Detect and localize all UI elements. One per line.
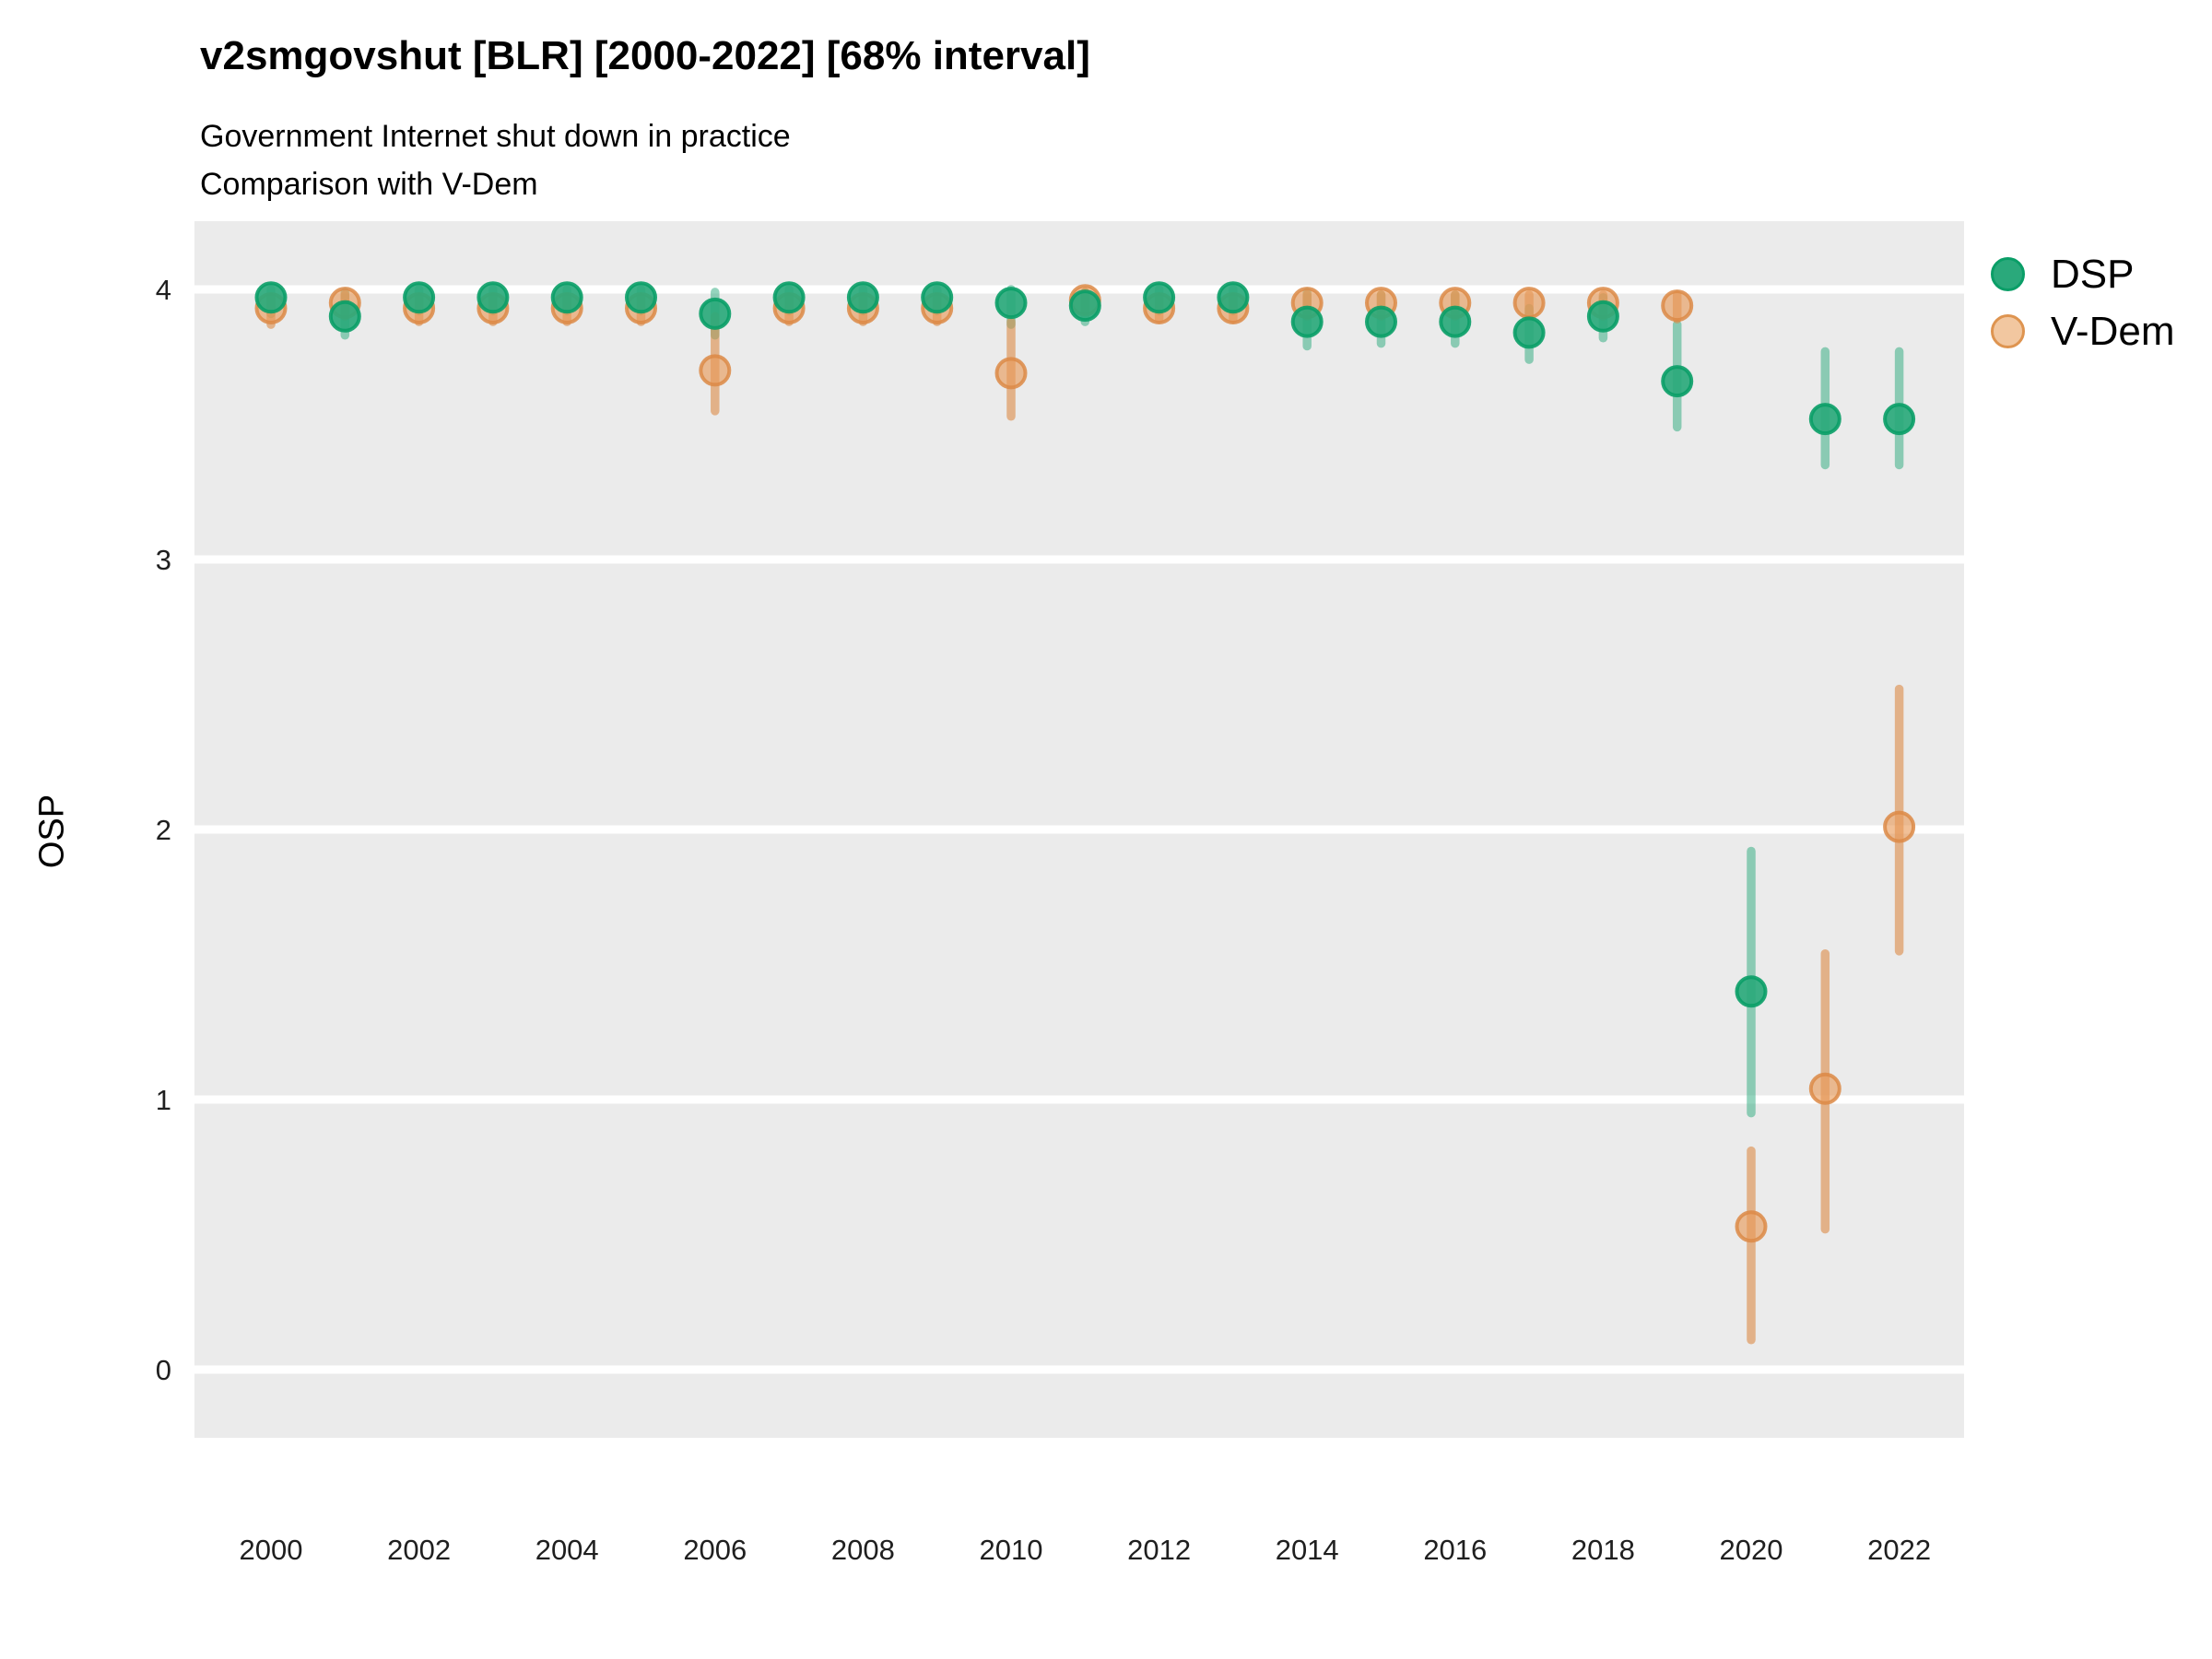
legend-label-dsp: DSP [2051,251,2135,297]
x-tick-label-2004: 2004 [535,1534,599,1566]
vdem-point-2019 [1661,289,1694,323]
dsp-point-2009 [921,281,954,314]
dsp-point-2001 [328,300,361,333]
y-tick-label-1: 1 [156,1084,171,1116]
dsp-point-2012 [1143,281,1176,314]
dsp-point-2000 [254,281,288,314]
legend-item-vdem: V-Dem [1991,309,2174,354]
dsp-point-2006 [699,297,732,330]
chart-comparison-note: Comparison with V-Dem [200,167,538,202]
y-tick-label-4: 4 [156,274,171,306]
dsp-point-2010 [994,287,1028,320]
dsp-point-2003 [477,281,510,314]
y-tick-label-3: 3 [156,544,171,576]
x-tick-label-2016: 2016 [1423,1534,1487,1566]
x-tick-label-2018: 2018 [1571,1534,1635,1566]
dsp-point-2007 [772,281,806,314]
dsp-point-2005 [625,281,657,314]
chart-subtitle: Government Internet shut down in practic… [200,119,791,154]
x-tick-label-2020: 2020 [1720,1534,1783,1566]
dsp-point-2016 [1439,305,1472,338]
vdem-legend-marker-icon [1991,314,2025,348]
dsp-point-2015 [1365,305,1397,338]
x-tick-label-2000: 2000 [240,1534,303,1566]
dsp-point-2013 [1217,281,1250,314]
vdem-point-2022 [1883,810,1916,843]
x-tick-label-2002: 2002 [387,1534,451,1566]
legend: DSP V-Dem [1991,252,2174,354]
dsp-point-2002 [403,281,436,314]
dsp-point-2017 [1512,316,1546,349]
chart-title: v2smgovshut [BLR] [2000-2022] [68% inter… [200,33,1090,78]
dsp-point-2014 [1290,305,1324,338]
x-tick-label-2008: 2008 [831,1534,895,1566]
legend-item-dsp: DSP [1991,252,2174,297]
vdem-point-2010 [994,357,1028,390]
dsp-point-2004 [550,281,583,314]
dsp-point-2018 [1586,300,1619,333]
y-axis-title: OSP [32,794,72,869]
dsp-point-2021 [1808,403,1841,436]
dsp-legend-marker-icon [1991,257,2025,291]
x-tick-label-2010: 2010 [980,1534,1043,1566]
vdem-point-2020 [1735,1210,1768,1243]
dsp-point-2022 [1883,403,1916,436]
x-tick-label-2012: 2012 [1127,1534,1191,1566]
x-tick-label-2006: 2006 [683,1534,747,1566]
vdem-point-2021 [1808,1072,1841,1105]
x-tick-label-2014: 2014 [1276,1534,1339,1566]
y-tick-label-2: 2 [156,814,171,846]
vdem-point-2017 [1512,287,1546,320]
dsp-point-2011 [1068,289,1101,323]
dsp-point-2020 [1735,975,1768,1008]
dsp-point-2019 [1661,365,1694,398]
x-tick-label-2022: 2022 [1867,1534,1931,1566]
vdem-point-2006 [699,354,732,387]
legend-label-vdem: V-Dem [2051,308,2175,354]
dsp-point-2008 [846,281,879,314]
y-tick-label-0: 0 [156,1354,171,1386]
